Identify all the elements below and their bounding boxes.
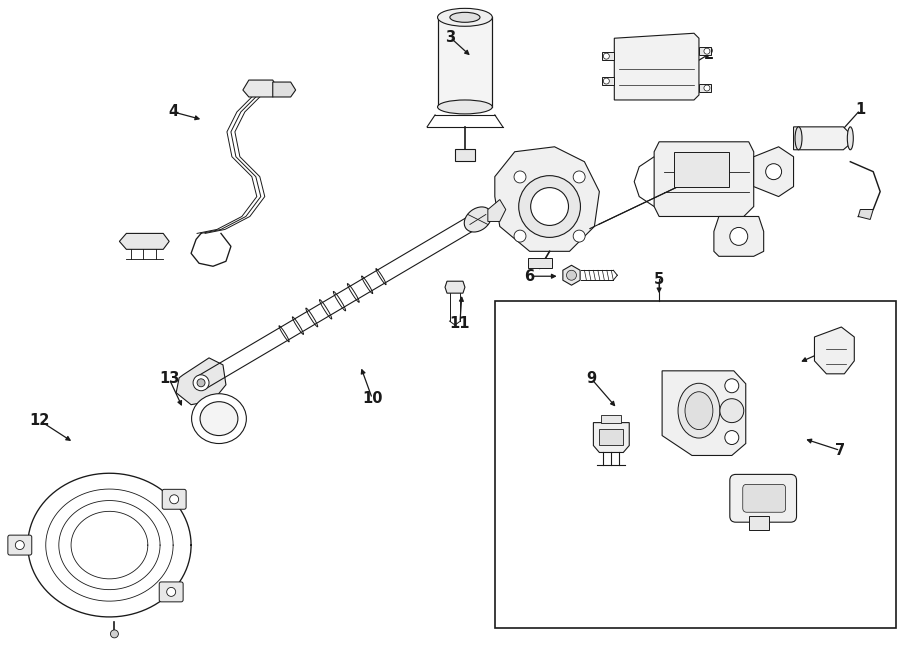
- Bar: [599, 428, 624, 444]
- Circle shape: [197, 379, 205, 387]
- Circle shape: [170, 495, 178, 504]
- Text: 1: 1: [855, 102, 866, 118]
- Circle shape: [724, 430, 739, 444]
- Bar: [495, 301, 896, 628]
- Ellipse shape: [200, 402, 238, 436]
- Circle shape: [704, 48, 710, 54]
- FancyBboxPatch shape: [742, 485, 786, 512]
- Polygon shape: [753, 147, 794, 196]
- Circle shape: [111, 630, 119, 638]
- Ellipse shape: [685, 392, 713, 430]
- Ellipse shape: [518, 176, 580, 237]
- Text: 7: 7: [835, 443, 845, 458]
- Bar: [699, 84, 711, 92]
- Polygon shape: [437, 17, 492, 107]
- Ellipse shape: [437, 9, 492, 26]
- Polygon shape: [445, 281, 465, 293]
- Polygon shape: [488, 200, 506, 221]
- Text: 9: 9: [586, 371, 597, 386]
- Circle shape: [573, 171, 585, 183]
- Polygon shape: [714, 217, 764, 256]
- Bar: [699, 47, 711, 55]
- Text: 6: 6: [525, 269, 535, 284]
- Text: 13: 13: [159, 371, 179, 386]
- Text: 8: 8: [838, 335, 849, 350]
- FancyBboxPatch shape: [162, 489, 186, 509]
- Ellipse shape: [437, 100, 492, 114]
- Text: 5: 5: [654, 272, 664, 287]
- Ellipse shape: [678, 383, 720, 438]
- Polygon shape: [662, 371, 746, 455]
- Polygon shape: [120, 233, 169, 249]
- Polygon shape: [794, 127, 850, 150]
- Text: 2: 2: [704, 47, 714, 61]
- Bar: [455, 149, 475, 161]
- Text: 12: 12: [30, 413, 50, 428]
- Circle shape: [603, 53, 609, 59]
- Ellipse shape: [192, 394, 247, 444]
- Ellipse shape: [847, 127, 853, 150]
- FancyBboxPatch shape: [159, 582, 183, 602]
- Text: 3: 3: [445, 30, 455, 45]
- Circle shape: [194, 375, 209, 391]
- FancyBboxPatch shape: [8, 535, 32, 555]
- Bar: [602, 77, 615, 85]
- Polygon shape: [593, 422, 629, 453]
- Polygon shape: [527, 258, 552, 268]
- Polygon shape: [562, 265, 580, 285]
- Ellipse shape: [450, 13, 480, 22]
- Circle shape: [766, 164, 781, 180]
- Circle shape: [720, 399, 743, 422]
- Text: 10: 10: [362, 391, 382, 407]
- Polygon shape: [749, 516, 769, 530]
- Circle shape: [730, 227, 748, 245]
- Bar: [674, 152, 729, 186]
- Polygon shape: [814, 327, 854, 374]
- Polygon shape: [654, 142, 753, 217]
- Polygon shape: [28, 473, 191, 617]
- Polygon shape: [615, 33, 699, 100]
- Circle shape: [514, 171, 526, 183]
- Polygon shape: [243, 80, 279, 97]
- Bar: [601, 414, 621, 422]
- Polygon shape: [176, 358, 226, 405]
- Circle shape: [724, 379, 739, 393]
- Circle shape: [603, 78, 609, 84]
- Circle shape: [514, 230, 526, 242]
- Circle shape: [15, 541, 24, 549]
- Circle shape: [704, 85, 710, 91]
- Polygon shape: [859, 210, 873, 219]
- Bar: [602, 52, 615, 60]
- Ellipse shape: [531, 188, 569, 225]
- Circle shape: [573, 230, 585, 242]
- Circle shape: [166, 588, 176, 596]
- Circle shape: [566, 270, 577, 280]
- Polygon shape: [495, 147, 599, 251]
- FancyBboxPatch shape: [730, 475, 796, 522]
- Text: 11: 11: [450, 315, 470, 330]
- Polygon shape: [273, 82, 296, 97]
- Ellipse shape: [464, 207, 491, 232]
- Ellipse shape: [795, 127, 802, 150]
- Text: 4: 4: [168, 104, 178, 120]
